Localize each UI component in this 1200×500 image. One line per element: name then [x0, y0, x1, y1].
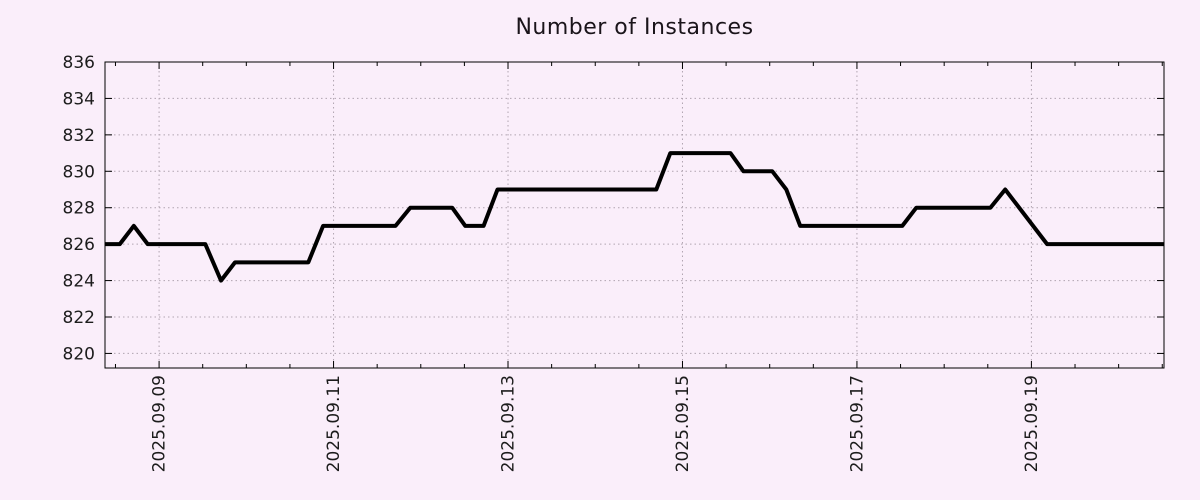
y-tick-label: 834 [63, 89, 95, 109]
y-tick-label: 828 [63, 199, 95, 219]
y-tick-label: 826 [63, 235, 95, 255]
y-tick-label: 836 [63, 53, 95, 73]
x-tick-label: 2025.09.11 [324, 375, 344, 472]
x-tick-label: 2025.09.09 [150, 375, 170, 472]
x-tick-label: 2025.09.13 [499, 375, 519, 472]
y-tick-label: 820 [63, 344, 95, 364]
y-tick-label: 824 [63, 272, 95, 292]
y-tick-label: 822 [63, 308, 95, 328]
series-line [105, 151, 1164, 283]
y-tick-label: 832 [63, 126, 95, 146]
x-tick-label: 2025.09.19 [1022, 375, 1042, 472]
chart-title: Number of Instances [515, 15, 754, 40]
y-tick-label: 830 [63, 162, 95, 182]
x-tick-label: 2025.09.15 [673, 375, 693, 472]
plot-border [104, 61, 1165, 369]
x-tick-label: 2025.09.17 [847, 375, 867, 472]
